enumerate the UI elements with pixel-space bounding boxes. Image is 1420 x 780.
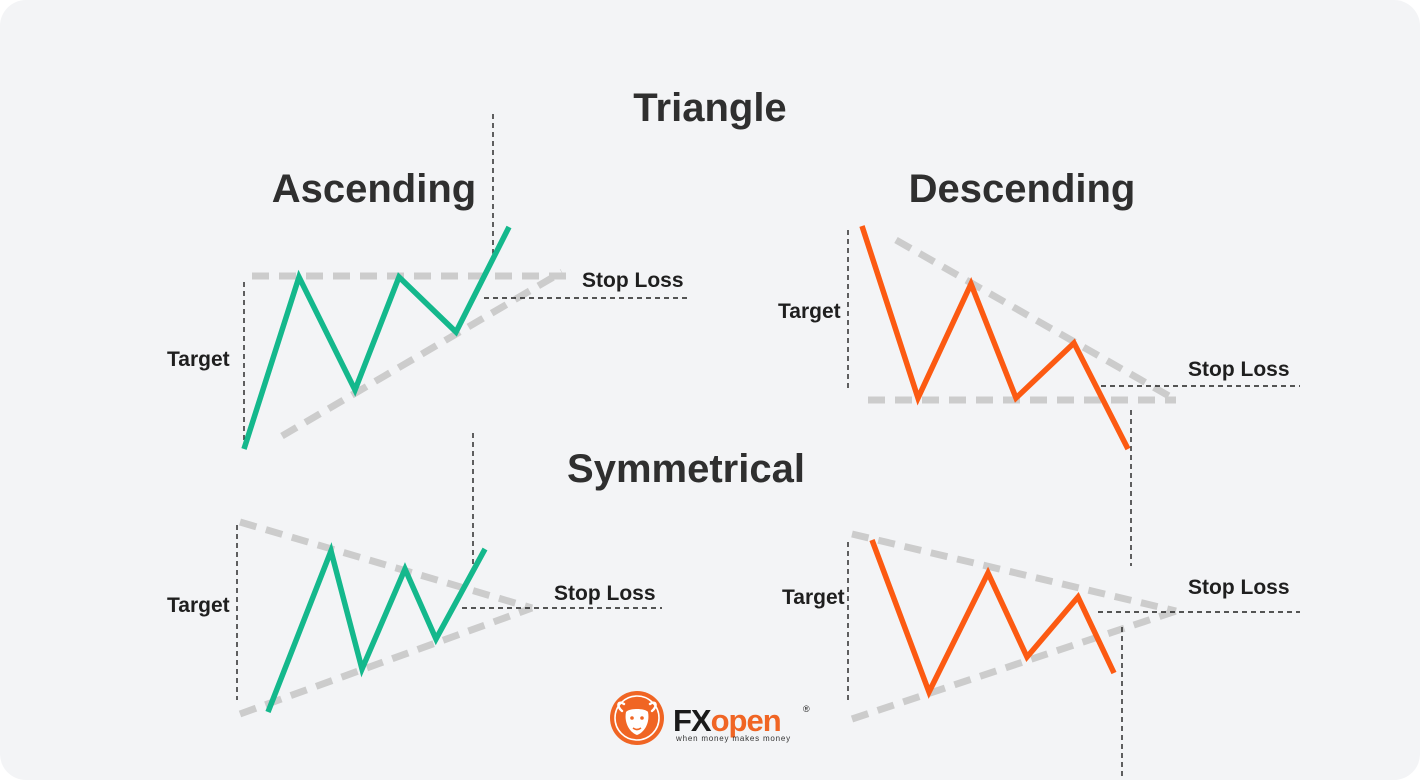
symmetrical-bullish-pattern: Target Stop Loss: [167, 433, 662, 718]
ascending-target-label: Target: [167, 348, 230, 371]
symmetrical-bearish-upper-line: [851, 530, 1177, 615]
fxopen-bull-icon: [610, 691, 664, 745]
main-title: Triangle: [633, 86, 786, 130]
symmetrical-bullish-upper-line: [239, 518, 533, 612]
ascending-stop-loss-label: Stop Loss: [582, 269, 684, 292]
symmetrical-bullish-price-path: [265, 542, 488, 714]
ascending-heading: Ascending: [272, 167, 476, 211]
descending-price-path: [859, 225, 1131, 451]
svg-text:FXopen: FXopen: [673, 703, 781, 738]
symmetrical-bearish-stop-loss-label: Stop Loss: [1188, 576, 1290, 599]
symmetrical-bearish-price-path: [869, 539, 1117, 699]
symmetrical-bearish-target-label: Target: [782, 586, 845, 609]
symmetrical-bullish-stop-loss-label: Stop Loss: [554, 582, 656, 605]
fxopen-logo: FXopen ® when money makes money: [610, 691, 810, 745]
descending-stop-loss-label: Stop Loss: [1188, 358, 1290, 381]
symmetrical-bullish-lower-line: [238, 604, 534, 718]
ascending-support-line: [280, 268, 564, 440]
descending-pattern: Target Stop Loss: [778, 225, 1300, 566]
ascending-price-path: [241, 225, 512, 450]
ascending-pattern: Target Stop Loss: [167, 114, 690, 450]
logo-registered: ®: [803, 704, 810, 714]
symmetrical-heading: Symmetrical: [567, 447, 805, 491]
logo-open: open: [711, 703, 781, 738]
descending-target-label: Target: [778, 300, 841, 323]
symmetrical-bearish-pattern: Target Stop Loss: [782, 530, 1300, 776]
logo-tagline: when money makes money: [675, 734, 791, 743]
descending-heading: Descending: [909, 167, 1136, 211]
logo-fx: FX: [673, 703, 712, 738]
symmetrical-bullish-target-label: Target: [167, 594, 230, 617]
